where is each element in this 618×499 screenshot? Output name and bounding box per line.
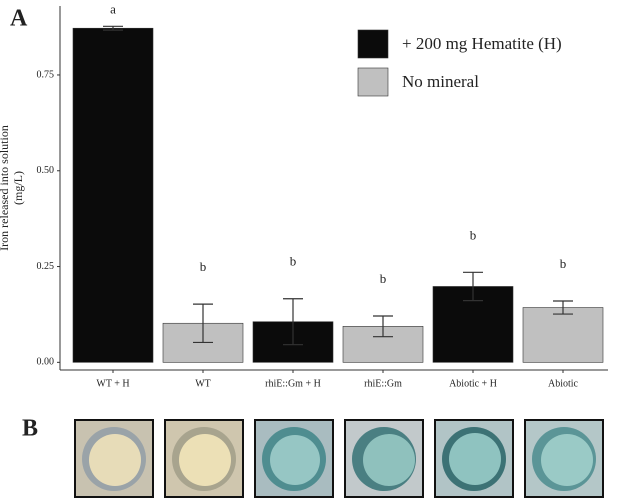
legend-swatch xyxy=(357,67,389,97)
significance-letter: b xyxy=(290,254,297,269)
significance-letter: b xyxy=(560,256,567,271)
legend-label: No mineral xyxy=(402,72,479,91)
x-tick-label: rhiE::Gm + H xyxy=(265,378,321,389)
bar xyxy=(522,307,604,363)
y-tick-label: 0.25 xyxy=(37,261,55,272)
bar xyxy=(72,27,154,363)
error-bar xyxy=(193,303,213,344)
significance-letter: b xyxy=(200,259,207,274)
x-tick-label: Abiotic + H xyxy=(449,378,497,389)
well-photos xyxy=(74,419,604,498)
error-bar xyxy=(283,298,303,346)
error-bar xyxy=(463,271,483,302)
x-tick-label: rhiE::Gm xyxy=(364,378,402,389)
y-axis-title-line: Iron released into solution xyxy=(0,125,11,251)
y-tick-label: 0.00 xyxy=(37,357,55,368)
legend-swatch xyxy=(357,29,389,59)
x-tick-label: WT xyxy=(195,378,211,389)
panel-label: A xyxy=(10,6,28,32)
x-tick-label: WT + H xyxy=(96,378,129,389)
significance-letter: b xyxy=(470,227,477,242)
y-axis-title: Iron released into solution(mg/L) xyxy=(0,125,25,251)
error-bar xyxy=(103,25,123,31)
error-bar xyxy=(553,300,573,315)
significance-letter: b xyxy=(380,271,387,286)
y-tick-label: 0.50 xyxy=(37,165,55,176)
legend-label: + 200 mg Hematite (H) xyxy=(402,34,562,53)
significance-letter: a xyxy=(110,1,116,16)
panel-label: B xyxy=(22,416,38,442)
y-axis-title-line: (mg/L) xyxy=(11,171,25,205)
y-tick-label: 0.75 xyxy=(37,69,55,80)
x-tick-label: Abiotic xyxy=(548,378,579,389)
error-bar xyxy=(373,315,393,338)
